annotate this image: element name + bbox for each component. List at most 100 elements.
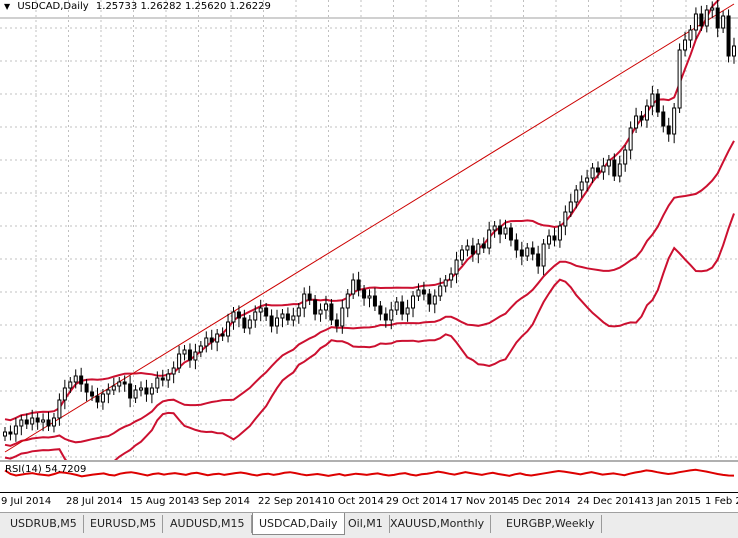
candle-body [644,105,649,121]
candle-body [122,381,127,385]
candle-body [666,125,671,135]
candle-body [623,149,628,165]
candle-body [79,375,84,385]
candle-body [19,419,24,427]
candle-body [411,295,416,309]
candle-body [329,303,334,321]
candle-body [487,229,492,249]
candle-body [84,383,89,393]
tab-oil-m1[interactable]: Oil,M1 [342,515,390,533]
candle-body [57,399,62,419]
candle-body [236,311,241,319]
time-tick: 5 Dec 2014 [513,496,571,507]
candle-body [362,289,367,299]
candle-body [280,313,285,319]
chart-tabs-bar: USDRUB,M5 EURUSD,M5 AUDUSD,M15 USDCAD,Da… [0,512,738,538]
chart-symbol: USDCAD,Daily [17,1,89,12]
candle-body [639,115,644,121]
candle-body [187,349,192,361]
candle-body [296,307,301,317]
candle-body [182,349,187,355]
candle-body [73,375,78,383]
candle-body [465,245,470,251]
candle-body [307,293,312,301]
candle-body [378,305,383,315]
candle-body [449,273,454,281]
candle-body [650,93,655,107]
candle-body [155,377,160,389]
tab-audusd-m15[interactable]: AUDUSD,M15 [164,515,252,533]
tab-usdcad-daily[interactable]: USDCAD,Daily [252,513,345,535]
candle-body [3,431,7,437]
candle-body [541,243,546,267]
time-tick: 10 Oct 2014 [322,496,384,507]
rsi-label: RSI(14) 54.7209 [5,464,87,475]
candle-body [302,293,307,309]
tab-eurgbp-weekly[interactable]: EURGBP,Weekly [500,515,602,533]
candle-body [226,321,231,337]
candle-body [51,417,56,427]
candle-body [204,337,209,347]
candle-body [628,127,633,151]
dropdown-triangle-icon[interactable]: ▼ [4,2,11,11]
candle-body [253,311,258,321]
candle-body [432,295,437,305]
candle-body [285,313,290,321]
candle-body [606,159,611,167]
candle-body [215,333,220,343]
candle-body [383,313,388,321]
candle-body [318,309,323,315]
candle-body [519,249,524,257]
candle-body [231,311,236,323]
candle-body [677,49,682,109]
panel-separator[interactable] [0,460,738,462]
price-chart[interactable]: ▼ USDCAD,Daily 1.25733 1.26282 1.25620 1… [0,0,738,474]
candle-body [454,259,459,275]
rsi-svg [4,468,735,478]
candle-body [590,167,595,179]
candle-body [421,289,426,295]
candle-body [530,247,535,255]
candle-body [372,295,377,307]
candle-body [41,419,46,423]
candle-body [166,373,171,381]
time-tick: 22 Sep 2014 [258,496,322,507]
time-tick: 24 Dec 2014 [577,496,641,507]
candle-body [264,307,269,317]
tab-eurusd-m5[interactable]: EURUSD,M5 [84,515,164,533]
candle-body [438,285,443,297]
candle-body [13,425,18,435]
candle-body [313,299,318,315]
candle-body [90,391,95,397]
tab-usdrub-m5[interactable]: USDRUB,M5 [4,515,84,533]
candle-body [8,431,13,435]
candle-body [547,235,552,245]
candle-body [171,367,176,375]
time-tick: 9 Jul 2014 [1,496,52,507]
candle-body [498,225,503,235]
candle-body [508,227,513,241]
time-tick: 15 Aug 2014 [130,496,195,507]
candle-body [367,295,372,299]
candle-body [340,307,345,327]
time-tick: 29 Oct 2014 [386,496,448,507]
candle-body [525,247,530,257]
candle-body [617,163,622,177]
candle-body [732,45,736,57]
candle-body [568,201,573,213]
candle-body [117,381,122,387]
candle-body [247,319,252,329]
candle-body [389,309,394,321]
price-chart-svg [0,0,738,474]
candle-body [536,253,541,267]
candle-body [177,353,182,369]
candle-body [323,303,328,311]
rsi-indicator-panel[interactable]: RSI(14) 54.7209 [0,462,738,492]
tab-xauusd-monthly[interactable]: XAUUSD,Monthly [384,515,492,533]
candle-body [345,293,350,309]
candle-body [634,115,639,129]
candle-body [699,13,704,27]
candle-body [721,15,726,29]
candle-body [563,211,568,227]
candle-body [394,301,399,311]
